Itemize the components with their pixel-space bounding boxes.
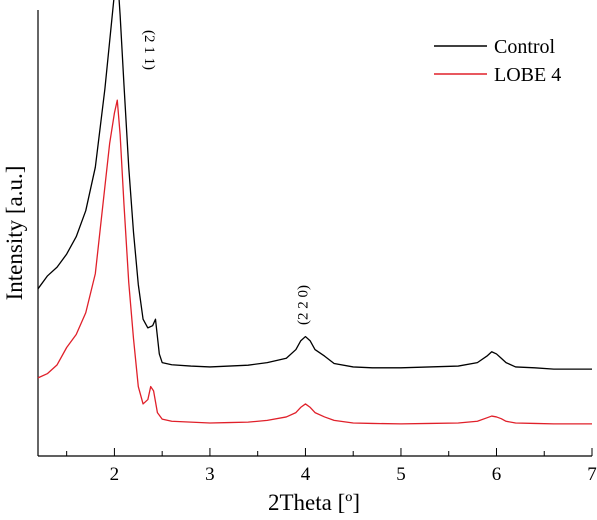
- x-tick-label: 5: [396, 464, 406, 485]
- annotations: (2 1 1) (2 2 0): [141, 30, 311, 325]
- series-group: [37, 0, 592, 425]
- x-axis-title: 2Theta [º]: [268, 490, 360, 515]
- x-tick-label: 2: [110, 464, 120, 485]
- axes: [37, 10, 592, 457]
- peak-annotation: (2 2 0): [295, 285, 311, 325]
- x-tick-label: 3: [205, 464, 215, 485]
- x-tick-label: 4: [301, 464, 311, 485]
- peak-annotation: (2 1 1): [141, 30, 157, 70]
- y-axis-title: Intensity [a.u.]: [2, 166, 27, 301]
- x-ticks: 2 3 4 5 6 7: [66, 448, 597, 485]
- legend: Control LOBE 4: [434, 36, 561, 86]
- series-line-control: [37, 0, 592, 370]
- series-line-lobe4: [37, 99, 592, 425]
- legend-label-lobe4: LOBE 4: [494, 64, 561, 86]
- legend-label-control: Control: [494, 36, 556, 58]
- x-tick-label: 7: [587, 464, 597, 485]
- x-tick-label: 6: [492, 464, 502, 485]
